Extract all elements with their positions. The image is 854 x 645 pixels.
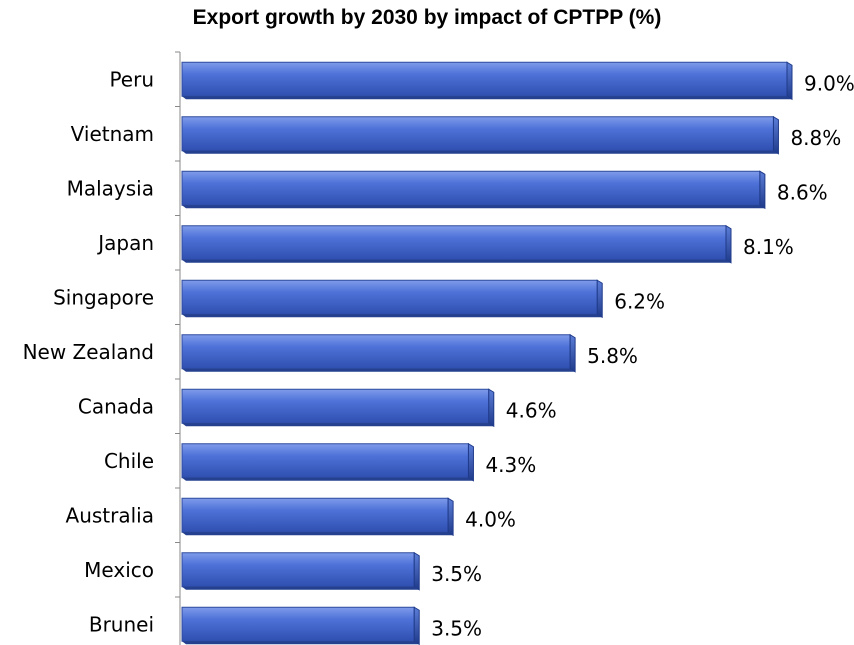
value-label: 4.0% <box>465 507 516 531</box>
bar-bottom-shadow <box>182 641 420 645</box>
value-label: 3.5% <box>431 616 482 640</box>
bar-face <box>181 170 761 206</box>
category-label: Vietnam <box>71 122 154 146</box>
bar-bottom-shadow <box>182 368 576 372</box>
category-label: Australia <box>66 503 154 527</box>
bar-face <box>181 497 449 533</box>
bar-bottom-shadow <box>182 96 792 100</box>
bar-australia <box>181 497 454 537</box>
value-label: 4.6% <box>506 398 557 422</box>
bar-face <box>181 443 469 479</box>
bar-bottom-shadow <box>182 532 454 536</box>
category-label: Mexico <box>84 558 154 582</box>
bar-end-cap <box>447 497 454 537</box>
category-label: Canada <box>78 394 154 418</box>
value-label: 5.8% <box>587 344 638 368</box>
bar-brunei <box>181 606 420 645</box>
bar-bottom-shadow <box>182 586 420 590</box>
bar-face <box>181 552 415 588</box>
value-label: 8.1% <box>743 235 794 259</box>
bar-bottom-shadow <box>182 150 779 154</box>
bar-end-cap <box>596 279 603 319</box>
bar-end-cap <box>786 61 793 101</box>
chart-title: Export growth by 2030 by impact of CPTPP… <box>192 6 662 29</box>
bar-end-cap <box>467 442 474 482</box>
value-label: 8.6% <box>777 180 828 204</box>
value-label: 9.0% <box>804 71 854 95</box>
bar-end-cap <box>725 224 732 264</box>
bar-new-zealand <box>181 333 576 373</box>
bar-end-cap <box>759 170 766 210</box>
bar-face <box>181 334 571 370</box>
value-label: 8.8% <box>790 126 841 150</box>
bar-end-cap <box>413 606 420 645</box>
bar-end-cap <box>413 551 420 591</box>
bar-japan <box>181 224 732 264</box>
bar-end-cap <box>569 333 576 373</box>
bar-face <box>181 225 727 261</box>
bar-vietnam <box>181 115 779 155</box>
category-label: Singapore <box>53 285 154 309</box>
category-label: Peru <box>109 67 154 91</box>
category-label: Chile <box>104 449 154 473</box>
category-label: Japan <box>96 231 154 255</box>
category-label: Malaysia <box>67 176 154 200</box>
bar-end-cap <box>772 115 779 155</box>
category-label: Brunei <box>89 612 154 636</box>
bar-face <box>181 388 490 424</box>
bar-bottom-shadow <box>182 314 603 318</box>
bar-end-cap <box>488 388 495 428</box>
bar-mexico <box>181 551 420 591</box>
bar-face <box>181 606 415 642</box>
bar-face <box>181 116 774 152</box>
bar-bottom-shadow <box>182 477 474 481</box>
bar-bottom-shadow <box>182 259 731 263</box>
bar-face <box>181 61 788 97</box>
bar-face <box>181 279 598 315</box>
category-label: New Zealand <box>23 340 154 364</box>
bar-bottom-shadow <box>182 423 494 427</box>
bar-canada <box>181 388 495 428</box>
bar-malaysia <box>181 170 766 210</box>
value-label: 4.3% <box>485 453 536 477</box>
bar-chile <box>181 442 474 482</box>
value-label: 6.2% <box>614 289 665 313</box>
bar-bottom-shadow <box>182 205 765 209</box>
value-label: 3.5% <box>431 562 482 586</box>
bar-singapore <box>181 279 603 319</box>
bar-peru <box>181 61 793 101</box>
